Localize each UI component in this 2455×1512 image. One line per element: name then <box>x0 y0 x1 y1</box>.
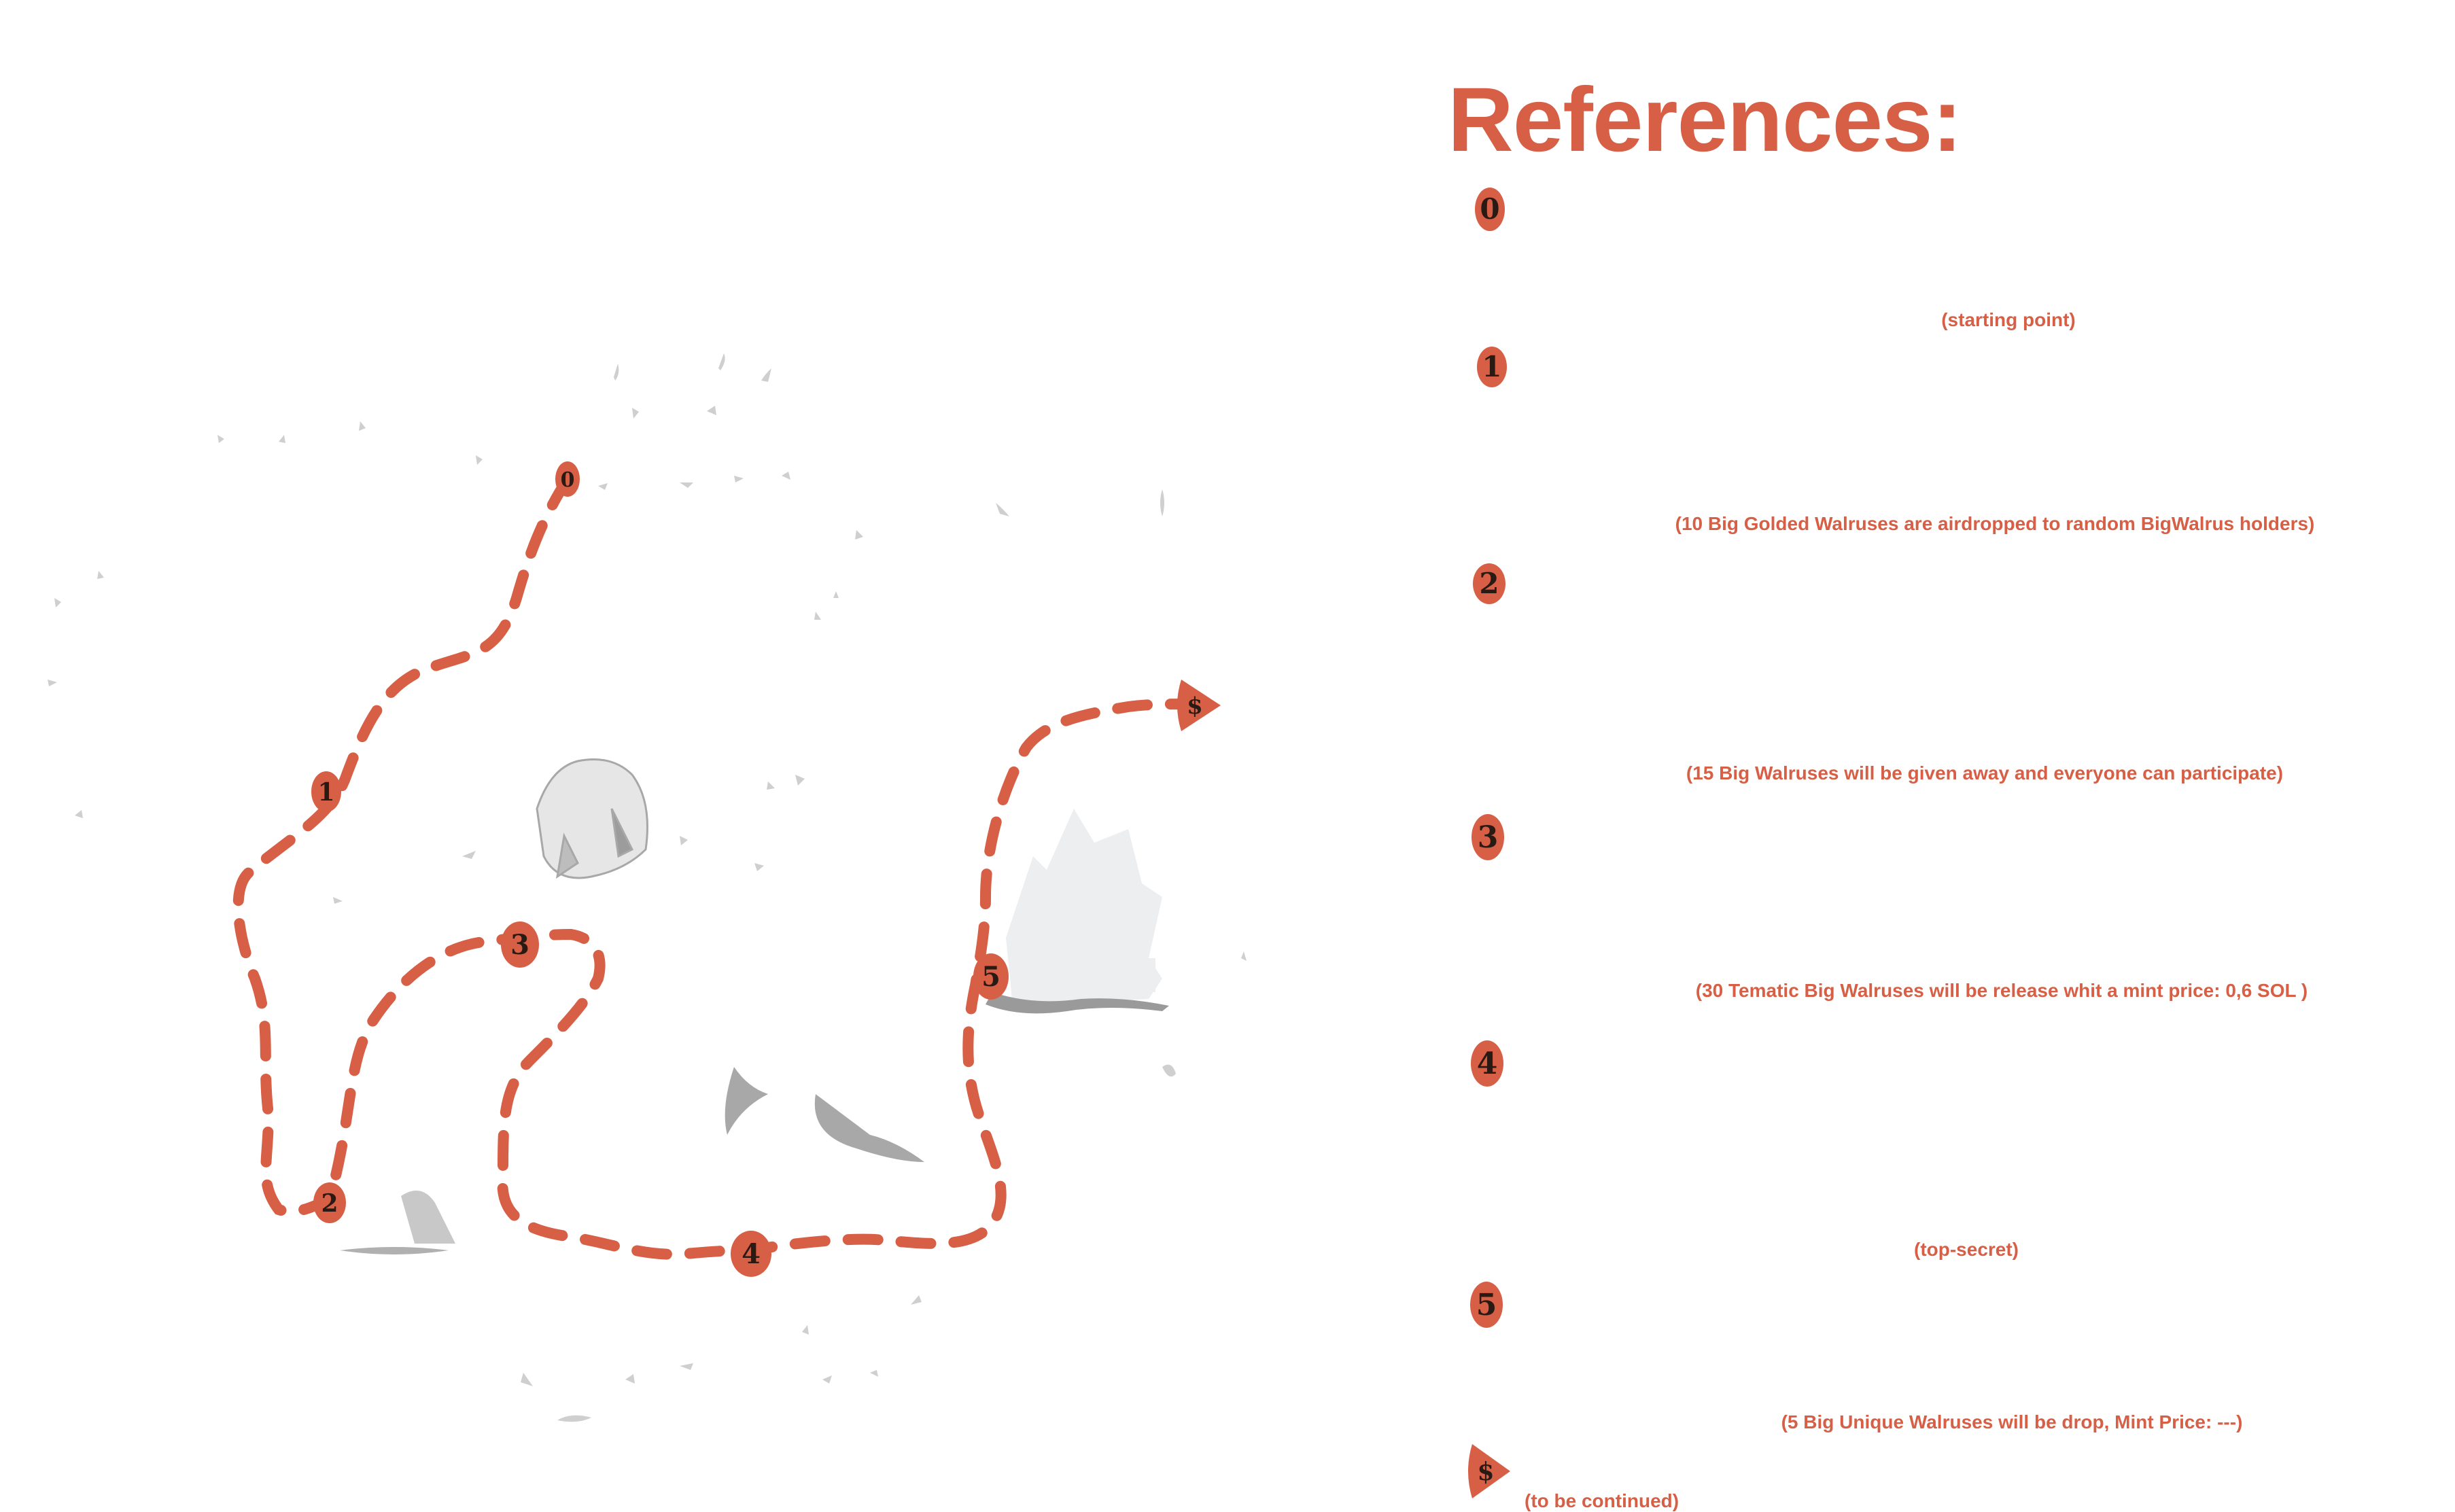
ref-marker-3-label: 3 <box>1478 820 1499 855</box>
ref-marker-4-label: 4 <box>1477 1047 1498 1081</box>
map-marker-end-label: $ <box>1187 692 1203 720</box>
scenery-rocks <box>536 758 648 879</box>
ref-marker-1-label: 1 <box>1482 350 1501 383</box>
map-marker-0: 0 <box>555 461 580 497</box>
ref-marker-3: 3 <box>1467 813 1508 861</box>
ref-description-1: (10 Big Golded Walruses are airdropped t… <box>1675 513 2315 534</box>
ref-description-4: (top-secret) <box>1913 1239 2019 1260</box>
ref-marker-5-label: 5 <box>1476 1288 1497 1322</box>
ref-marker-2: 2 <box>1469 560 1510 608</box>
ref-description-0: (starting point) <box>1941 309 2076 330</box>
roadmap-map: 0 1 2 3 4 5 $ <box>48 353 1247 1422</box>
map-marker-2: 2 <box>313 1182 346 1223</box>
map-marker-5: 5 <box>973 953 1009 1000</box>
ref-description-end: (to be continued) <box>1525 1490 1679 1511</box>
ref-description-2: (15 Big Walruses will be given away and … <box>1686 762 2284 784</box>
ref-marker-1: 1 <box>1472 343 1512 391</box>
ref-description-3: (30 Tematic Big Walruses will be release… <box>1695 980 2308 1001</box>
references-title: References: <box>1448 69 1962 171</box>
map-marker-3: 3 <box>501 921 539 968</box>
sea-shapes <box>725 1067 924 1162</box>
map-marker-2-label: 2 <box>321 1189 338 1218</box>
tombstone <box>340 1191 455 1254</box>
map-marker-5-label: 5 <box>981 961 1000 993</box>
map-marker-3-label: 3 <box>510 929 529 961</box>
ref-marker-end-label: $ <box>1477 1458 1494 1486</box>
map-marker-4: 4 <box>731 1231 771 1277</box>
map-marker-end: $ <box>1177 680 1221 731</box>
ref-marker-0-label: 0 <box>1480 192 1499 226</box>
route-path <box>232 474 1195 1260</box>
ref-marker-4: 4 <box>1467 1040 1508 1087</box>
ref-marker-5: 5 <box>1466 1281 1507 1329</box>
map-marker-4-label: 4 <box>742 1238 761 1270</box>
house-ground <box>986 992 1169 1014</box>
ref-marker-end: $ <box>1467 1444 1510 1498</box>
haunted-house <box>1006 809 1162 1006</box>
map-marker-1-label: 1 <box>317 778 334 807</box>
map-marker-0-label: 0 <box>561 468 575 492</box>
ref-description-5: (5 Big Unique Walruses will be drop, Min… <box>1781 1411 2243 1432</box>
ref-marker-0: 0 <box>1469 186 1510 233</box>
scenery-debris <box>48 353 1247 1422</box>
ref-marker-2-label: 2 <box>1479 567 1499 600</box>
map-marker-1: 1 <box>311 771 341 812</box>
